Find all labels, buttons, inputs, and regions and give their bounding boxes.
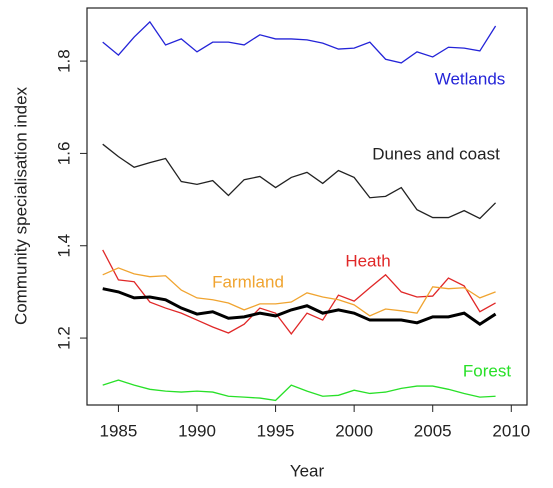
series-label: Heath: [345, 251, 390, 270]
series-label: Forest: [463, 361, 511, 380]
series-line: [102, 287, 497, 327]
y-tick-label: 1.4: [54, 234, 73, 258]
y-axis-title: Community specialisation index: [11, 86, 30, 325]
y-tick-label: 1.2: [54, 326, 73, 350]
x-tick-label: 2010: [492, 421, 530, 440]
series-line: [102, 249, 496, 335]
x-tick-label: 1995: [257, 421, 295, 440]
x-tick-label: 1985: [100, 421, 138, 440]
series-line: [102, 379, 496, 402]
series-line: [102, 20, 497, 64]
x-tick-label: 2005: [414, 421, 452, 440]
plot-frame: [86, 7, 528, 406]
series-label: Dunes and coast: [372, 144, 500, 163]
x-tick-label: 1990: [178, 421, 216, 440]
y-tick-label: 1.6: [54, 142, 73, 166]
y-tick-label: 1.8: [54, 49, 73, 73]
series-label: Wetlands: [435, 69, 506, 88]
x-tick-label: 2000: [335, 421, 373, 440]
series-line: [102, 143, 497, 220]
series-line: [102, 267, 496, 317]
x-axis-title: Year: [290, 461, 325, 480]
series-label: Farmland: [212, 272, 284, 291]
